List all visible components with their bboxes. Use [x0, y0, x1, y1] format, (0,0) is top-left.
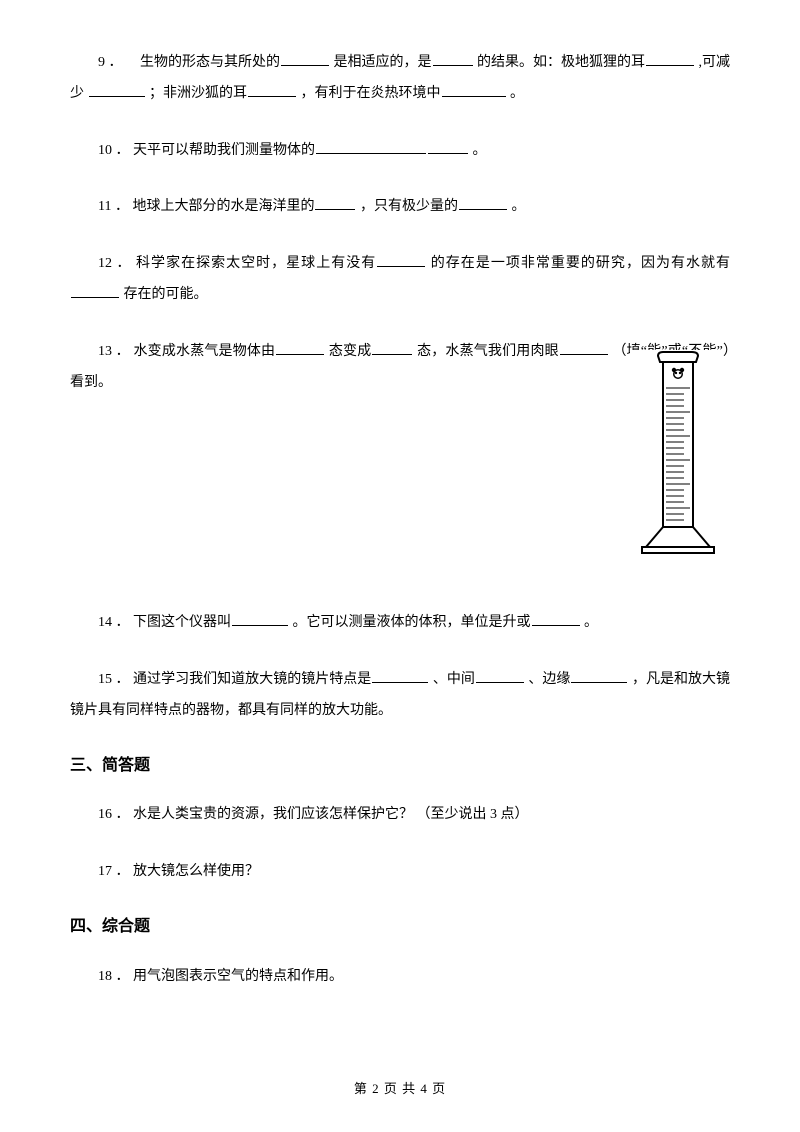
footer-total: 4 — [420, 1081, 428, 1096]
blank[interactable] — [71, 284, 119, 298]
q15-t3: 、边缘 — [528, 672, 570, 687]
question-10: 10 ． 天平可以帮助我们测量物体的 。 — [70, 136, 730, 167]
graduated-cylinder-figure — [630, 350, 720, 555]
q13-t2: 态变成 — [329, 344, 372, 359]
q12-t1: 科学家在探索太空时，星球上有没有 — [136, 256, 376, 271]
q16-text: 水是人类宝贵的资源，我们应该怎样保护它？ （至少说出 3 点） — [133, 807, 529, 822]
blank[interactable] — [571, 669, 627, 683]
q12-t2: 的存在是一项非常重要的研究，因为有水就有 — [431, 256, 730, 271]
question-9: 9 ． 生物的形态与其所处的 是相适应的，是 的结果。如：极地狐狸的耳 ,可减少… — [70, 48, 730, 110]
q18-num: 18 ． — [98, 969, 130, 984]
blank[interactable] — [560, 341, 608, 355]
blank[interactable] — [276, 341, 324, 355]
question-16: 16 ． 水是人类宝贵的资源，我们应该怎样保护它？ （至少说出 3 点） — [70, 800, 730, 831]
q13-t1: 水变成水蒸气是物体由 — [134, 344, 276, 359]
blank[interactable] — [433, 52, 473, 66]
q14-t3: 。 — [584, 615, 598, 630]
q14-t1: 下图这个仪器叫 — [133, 615, 231, 630]
q17-num: 17 ． — [98, 864, 130, 879]
section-3-heading: 三、简答题 — [70, 753, 730, 779]
question-18: 18 ． 用气泡图表示空气的特点和作用。 — [70, 962, 730, 993]
q18-text: 用气泡图表示空气的特点和作用。 — [133, 969, 343, 984]
q9-num: 9 ． — [98, 55, 123, 70]
blank[interactable] — [89, 83, 145, 97]
question-15: 15 ． 通过学习我们知道放大镜的镜片特点是 、中间 、边缘 ，凡是和放大镜镜片… — [70, 665, 730, 727]
section-4-heading: 四、综合题 — [70, 914, 730, 940]
q13-t3: 态，水蒸气我们用肉眼 — [417, 344, 559, 359]
footer-current: 2 — [372, 1081, 380, 1096]
q14-t2: 。它可以测量液体的体积，单位是升或 — [293, 615, 531, 630]
q15-t1: 通过学习我们知道放大镜的镜片特点是 — [133, 672, 371, 687]
blank[interactable] — [372, 669, 428, 683]
question-17: 17 ． 放大镜怎么样使用？ — [70, 857, 730, 888]
q9-p6: ，有利于在炎热环境中 — [301, 86, 441, 101]
q15-t2: 、中间 — [433, 672, 475, 687]
blank[interactable] — [232, 612, 288, 626]
q11-t1: 地球上大部分的水是海洋里的 — [132, 199, 314, 214]
blank[interactable] — [442, 83, 506, 97]
q9-p7: 。 — [510, 86, 524, 101]
q11-num: 11 ． — [98, 199, 129, 214]
blank[interactable] — [532, 612, 580, 626]
footer-prefix: 第 — [354, 1081, 372, 1096]
page-footer: 第 2 页 共 4 页 — [0, 1079, 800, 1100]
blank[interactable] — [428, 140, 468, 154]
q13-num: 13 ． — [98, 344, 130, 359]
q14-num: 14 ． — [98, 615, 130, 630]
q10-t1: 天平可以帮助我们测量物体的 — [133, 143, 315, 158]
q10-num: 10 ． — [98, 143, 130, 158]
q9-p3: 的结果。如：极地狐狸的耳 — [477, 55, 645, 70]
blank[interactable] — [459, 196, 507, 210]
blank[interactable] — [372, 341, 412, 355]
q11-t2: ，只有极少量的 — [360, 199, 458, 214]
q9-p1: 生物的形态与其所处的 — [126, 55, 280, 70]
q9-p2: 是相适应的，是 — [334, 55, 432, 70]
q15-num: 15 ． — [98, 672, 130, 687]
blank[interactable] — [476, 669, 524, 683]
blank[interactable] — [248, 83, 296, 97]
q11-t3: 。 — [511, 199, 525, 214]
question-11: 11 ． 地球上大部分的水是海洋里的 ，只有极少量的 。 — [70, 192, 730, 223]
footer-middle: 页 共 — [380, 1081, 421, 1096]
q10-t2: 。 — [473, 143, 487, 158]
blank[interactable] — [315, 196, 355, 210]
q12-num: 12 ． — [98, 256, 132, 271]
blank[interactable] — [316, 140, 426, 154]
footer-suffix: 页 — [428, 1081, 446, 1096]
graduated-cylinder-icon — [630, 350, 720, 555]
blank[interactable] — [646, 52, 694, 66]
q9-p5: ；非洲沙狐的耳 — [149, 86, 247, 101]
blank[interactable] — [281, 52, 329, 66]
q16-num: 16 ． — [98, 807, 130, 822]
blank[interactable] — [377, 253, 425, 267]
q12-t3: 存在的可能。 — [124, 287, 208, 302]
question-12: 12 ． 科学家在探索太空时，星球上有没有 的存在是一项非常重要的研究，因为有水… — [70, 249, 730, 311]
question-14: 14 ． 下图这个仪器叫 。它可以测量液体的体积，单位是升或 。 — [70, 608, 730, 639]
q17-text: 放大镜怎么样使用？ — [133, 864, 259, 879]
